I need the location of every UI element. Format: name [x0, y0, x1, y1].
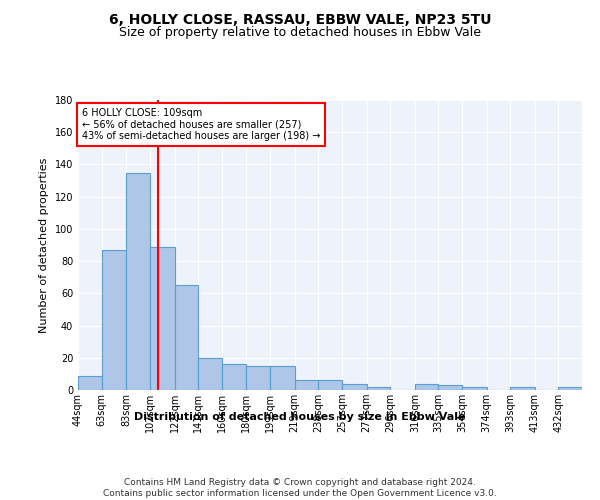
Bar [295, 380, 318, 390]
Bar [318, 380, 342, 390]
Bar [415, 384, 439, 390]
Bar [101, 250, 126, 390]
Text: Distribution of detached houses by size in Ebbw Vale: Distribution of detached houses by size … [134, 412, 466, 422]
Y-axis label: Number of detached properties: Number of detached properties [39, 158, 49, 332]
Bar [462, 387, 487, 390]
Bar [126, 172, 150, 390]
Bar [342, 384, 367, 390]
Bar [247, 366, 270, 390]
Bar [175, 286, 198, 390]
Bar [510, 387, 535, 390]
Bar [270, 366, 295, 390]
Bar [150, 246, 175, 390]
Bar [198, 358, 221, 390]
Bar [559, 387, 582, 390]
Text: 6, HOLLY CLOSE, RASSAU, EBBW VALE, NP23 5TU: 6, HOLLY CLOSE, RASSAU, EBBW VALE, NP23 … [109, 12, 491, 26]
Text: Contains HM Land Registry data © Crown copyright and database right 2024.
Contai: Contains HM Land Registry data © Crown c… [103, 478, 497, 498]
Text: 6 HOLLY CLOSE: 109sqm
← 56% of detached houses are smaller (257)
43% of semi-det: 6 HOLLY CLOSE: 109sqm ← 56% of detached … [82, 108, 320, 142]
Bar [221, 364, 247, 390]
Bar [78, 376, 101, 390]
Bar [367, 387, 390, 390]
Bar [439, 385, 462, 390]
Text: Size of property relative to detached houses in Ebbw Vale: Size of property relative to detached ho… [119, 26, 481, 39]
